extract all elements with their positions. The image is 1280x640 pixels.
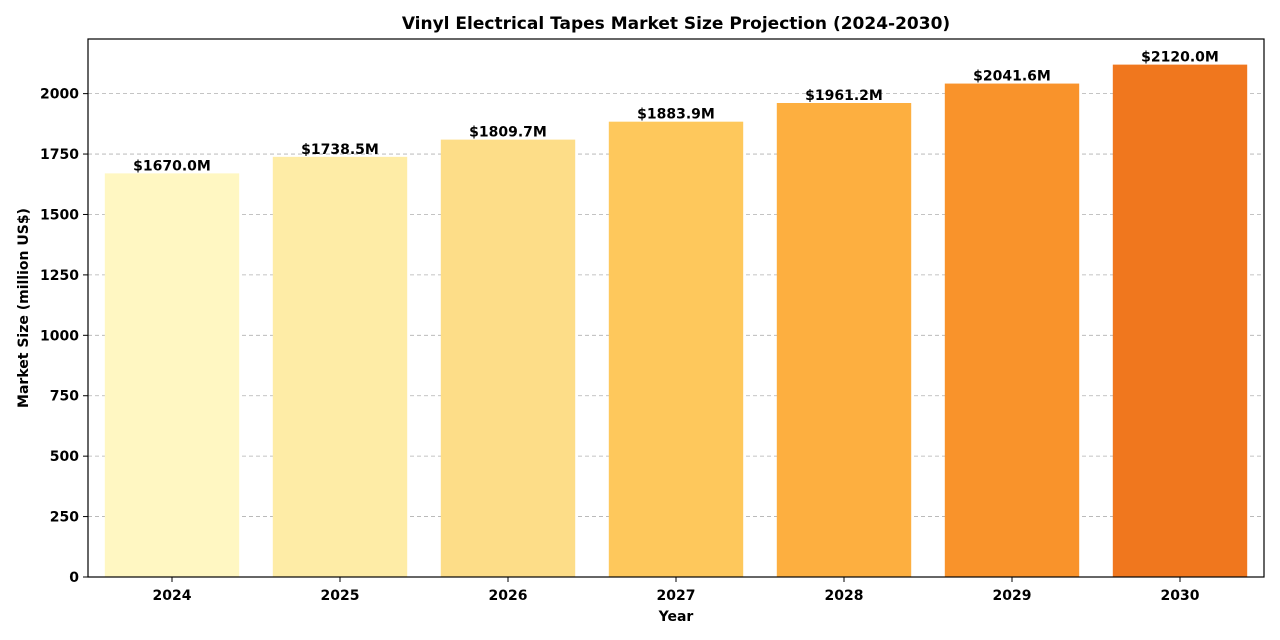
- bar-value-label: $2041.6M: [973, 69, 1051, 85]
- y-tick-label: 750: [50, 389, 79, 405]
- bar-2030: [1112, 64, 1248, 578]
- y-tick-label: 0: [69, 570, 79, 586]
- bar-2024: [104, 173, 240, 577]
- x-tick-label: 2029: [993, 588, 1032, 604]
- data-labels: $1670.0M $1738.5M $1809.7M $1883.9M $1961.2M…: [133, 50, 1219, 175]
- y-tick-label: 1250: [40, 268, 79, 284]
- x-axis-label: Year: [658, 609, 694, 625]
- y-tick-label: 500: [50, 449, 79, 465]
- bar-2029: [944, 83, 1080, 577]
- bar-2028: [776, 102, 912, 578]
- bar-2026: [440, 139, 576, 578]
- bar-value-label: $1809.7M: [469, 125, 547, 141]
- y-tick-label: 1000: [40, 328, 79, 344]
- bar-value-label: $1738.5M: [301, 142, 379, 158]
- bars: [104, 64, 1248, 578]
- bar-value-label: $1961.2M: [805, 88, 883, 104]
- bar-2027: [608, 121, 744, 577]
- y-axis-ticks: 0 250 500 750 1000 1250 1500 1750 2000: [40, 87, 88, 586]
- x-tick-label: 2027: [657, 588, 696, 604]
- y-tick-label: 250: [50, 510, 79, 526]
- y-tick-label: 1750: [40, 147, 79, 163]
- y-tick-label: 2000: [40, 87, 79, 103]
- x-tick-label: 2024: [153, 588, 192, 604]
- x-tick-label: 2028: [825, 588, 864, 604]
- y-tick-label: 1500: [40, 207, 79, 223]
- x-tick-label: 2030: [1161, 588, 1200, 604]
- bar-value-label: $2120.0M: [1141, 50, 1219, 66]
- bar-value-label: $1670.0M: [133, 158, 211, 174]
- x-tick-label: 2026: [489, 588, 528, 604]
- x-axis-ticks: 2024 2025 2026 2027 2028 2029 2030: [153, 577, 1200, 604]
- chart-title: Vinyl Electrical Tapes Market Size Proje…: [402, 14, 950, 34]
- x-tick-label: 2025: [321, 588, 360, 604]
- y-axis-label: Market Size (million US$): [16, 208, 32, 408]
- bar-2025: [272, 156, 408, 577]
- bar-value-label: $1883.9M: [637, 107, 715, 123]
